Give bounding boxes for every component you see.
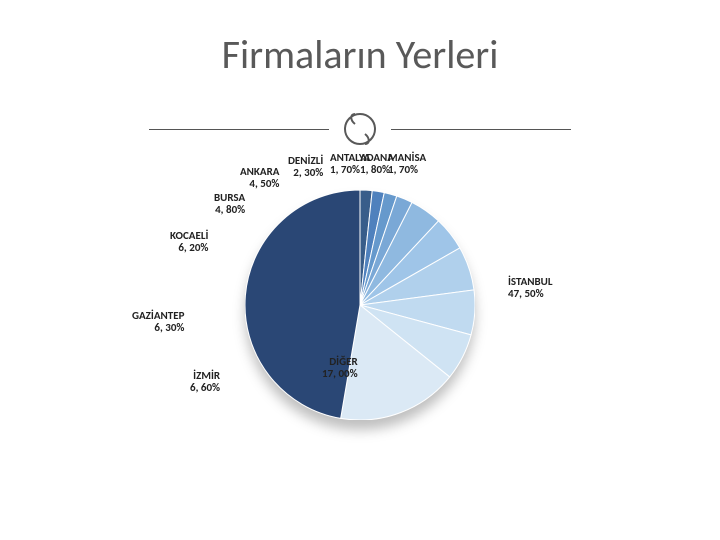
pie-label-pct: 47, 50% (508, 288, 553, 300)
pie-label: ANTALYA1, 70% (330, 152, 370, 176)
pie-label-pct: 6, 60% (190, 382, 220, 394)
flourish-line-right (391, 129, 571, 130)
page-title: Firmaların Yerleri (0, 30, 720, 79)
pie-label-pct: 1, 70% (330, 164, 370, 176)
flourish-line-left (149, 129, 329, 130)
pie-label: DİĞER17, 00% (322, 356, 358, 380)
pie-label-pct: 6, 30% (132, 322, 184, 334)
pie-label-pct: 4, 80% (214, 204, 245, 216)
pie-svg (245, 190, 475, 420)
slide-root: Firmaların Yerleri MANİSA1, 70%ADANA1, 8… (0, 0, 720, 540)
pie-label: DENİZLİ2, 30% (288, 155, 323, 179)
pie-label-pct: 6, 20% (170, 242, 208, 254)
pie-label-pct: 4, 50% (240, 178, 279, 190)
pie-slice (245, 190, 360, 418)
pie-label: ANKARA4, 50% (240, 166, 279, 190)
pie-label: İSTANBUL47, 50% (508, 276, 553, 300)
pie-label-pct: 2, 30% (288, 167, 323, 179)
pie-label: KOCAELİ6, 20% (170, 230, 208, 254)
pie-label-pct: 17, 00% (322, 368, 358, 380)
pie-chart: MANİSA1, 70%ADANA1, 80%ANTALYA1, 70%DENİ… (140, 140, 580, 500)
pie-label: İZMİR6, 60% (190, 370, 220, 394)
pie-label: BURSA4, 80% (214, 192, 245, 216)
pie-label: GAZİANTEP6, 30% (132, 310, 184, 334)
